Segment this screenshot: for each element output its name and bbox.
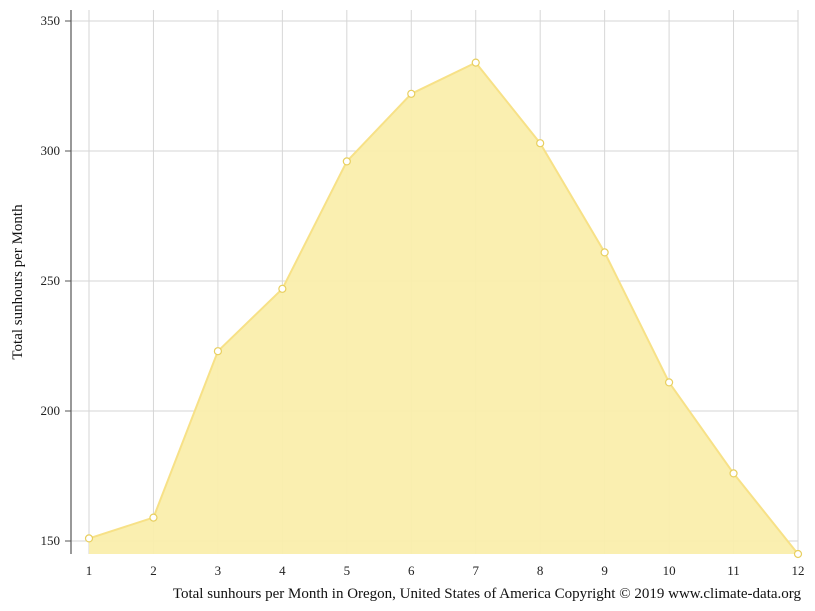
chart-caption: Total sunhours per Month in Oregon, Unit… [173, 586, 802, 602]
data-point[interactable] [471, 58, 480, 67]
data-points [84, 58, 803, 559]
x-tick-label: 8 [537, 563, 544, 578]
y-tick-label: 200 [41, 403, 61, 418]
x-tick-label: 5 [344, 563, 351, 578]
y-tick-label: 250 [41, 273, 61, 288]
x-tick-label: 6 [408, 563, 415, 578]
data-point[interactable] [149, 513, 158, 522]
y-tick-label: 300 [41, 143, 61, 158]
x-tick-label: 4 [279, 563, 286, 578]
x-tick-label: 9 [601, 563, 608, 578]
data-point[interactable] [342, 157, 351, 166]
x-tick-label: 7 [472, 563, 479, 578]
area-line [88, 61, 799, 555]
x-tick-label: 1 [86, 563, 93, 578]
data-point[interactable] [84, 534, 94, 543]
x-tick-label: 10 [663, 563, 676, 578]
x-tick-label: 12 [792, 563, 805, 578]
data-point[interactable] [793, 549, 803, 559]
data-point[interactable] [278, 284, 287, 293]
data-point[interactable] [600, 248, 609, 257]
data-point[interactable] [536, 139, 545, 148]
data-point[interactable] [664, 378, 674, 387]
data-point[interactable] [407, 89, 416, 98]
x-tick-label: 2 [150, 563, 157, 578]
y-axis-title: Total sunhours per Month [10, 204, 26, 360]
area-fill [89, 62, 798, 554]
x-tick-label: 11 [727, 563, 740, 578]
x-tick-label: 3 [215, 563, 222, 578]
y-tick-label: 150 [41, 533, 61, 548]
data-point[interactable] [213, 347, 223, 356]
plot-area [88, 61, 799, 555]
y-tick-label: 350 [41, 13, 61, 28]
data-point[interactable] [729, 469, 738, 478]
